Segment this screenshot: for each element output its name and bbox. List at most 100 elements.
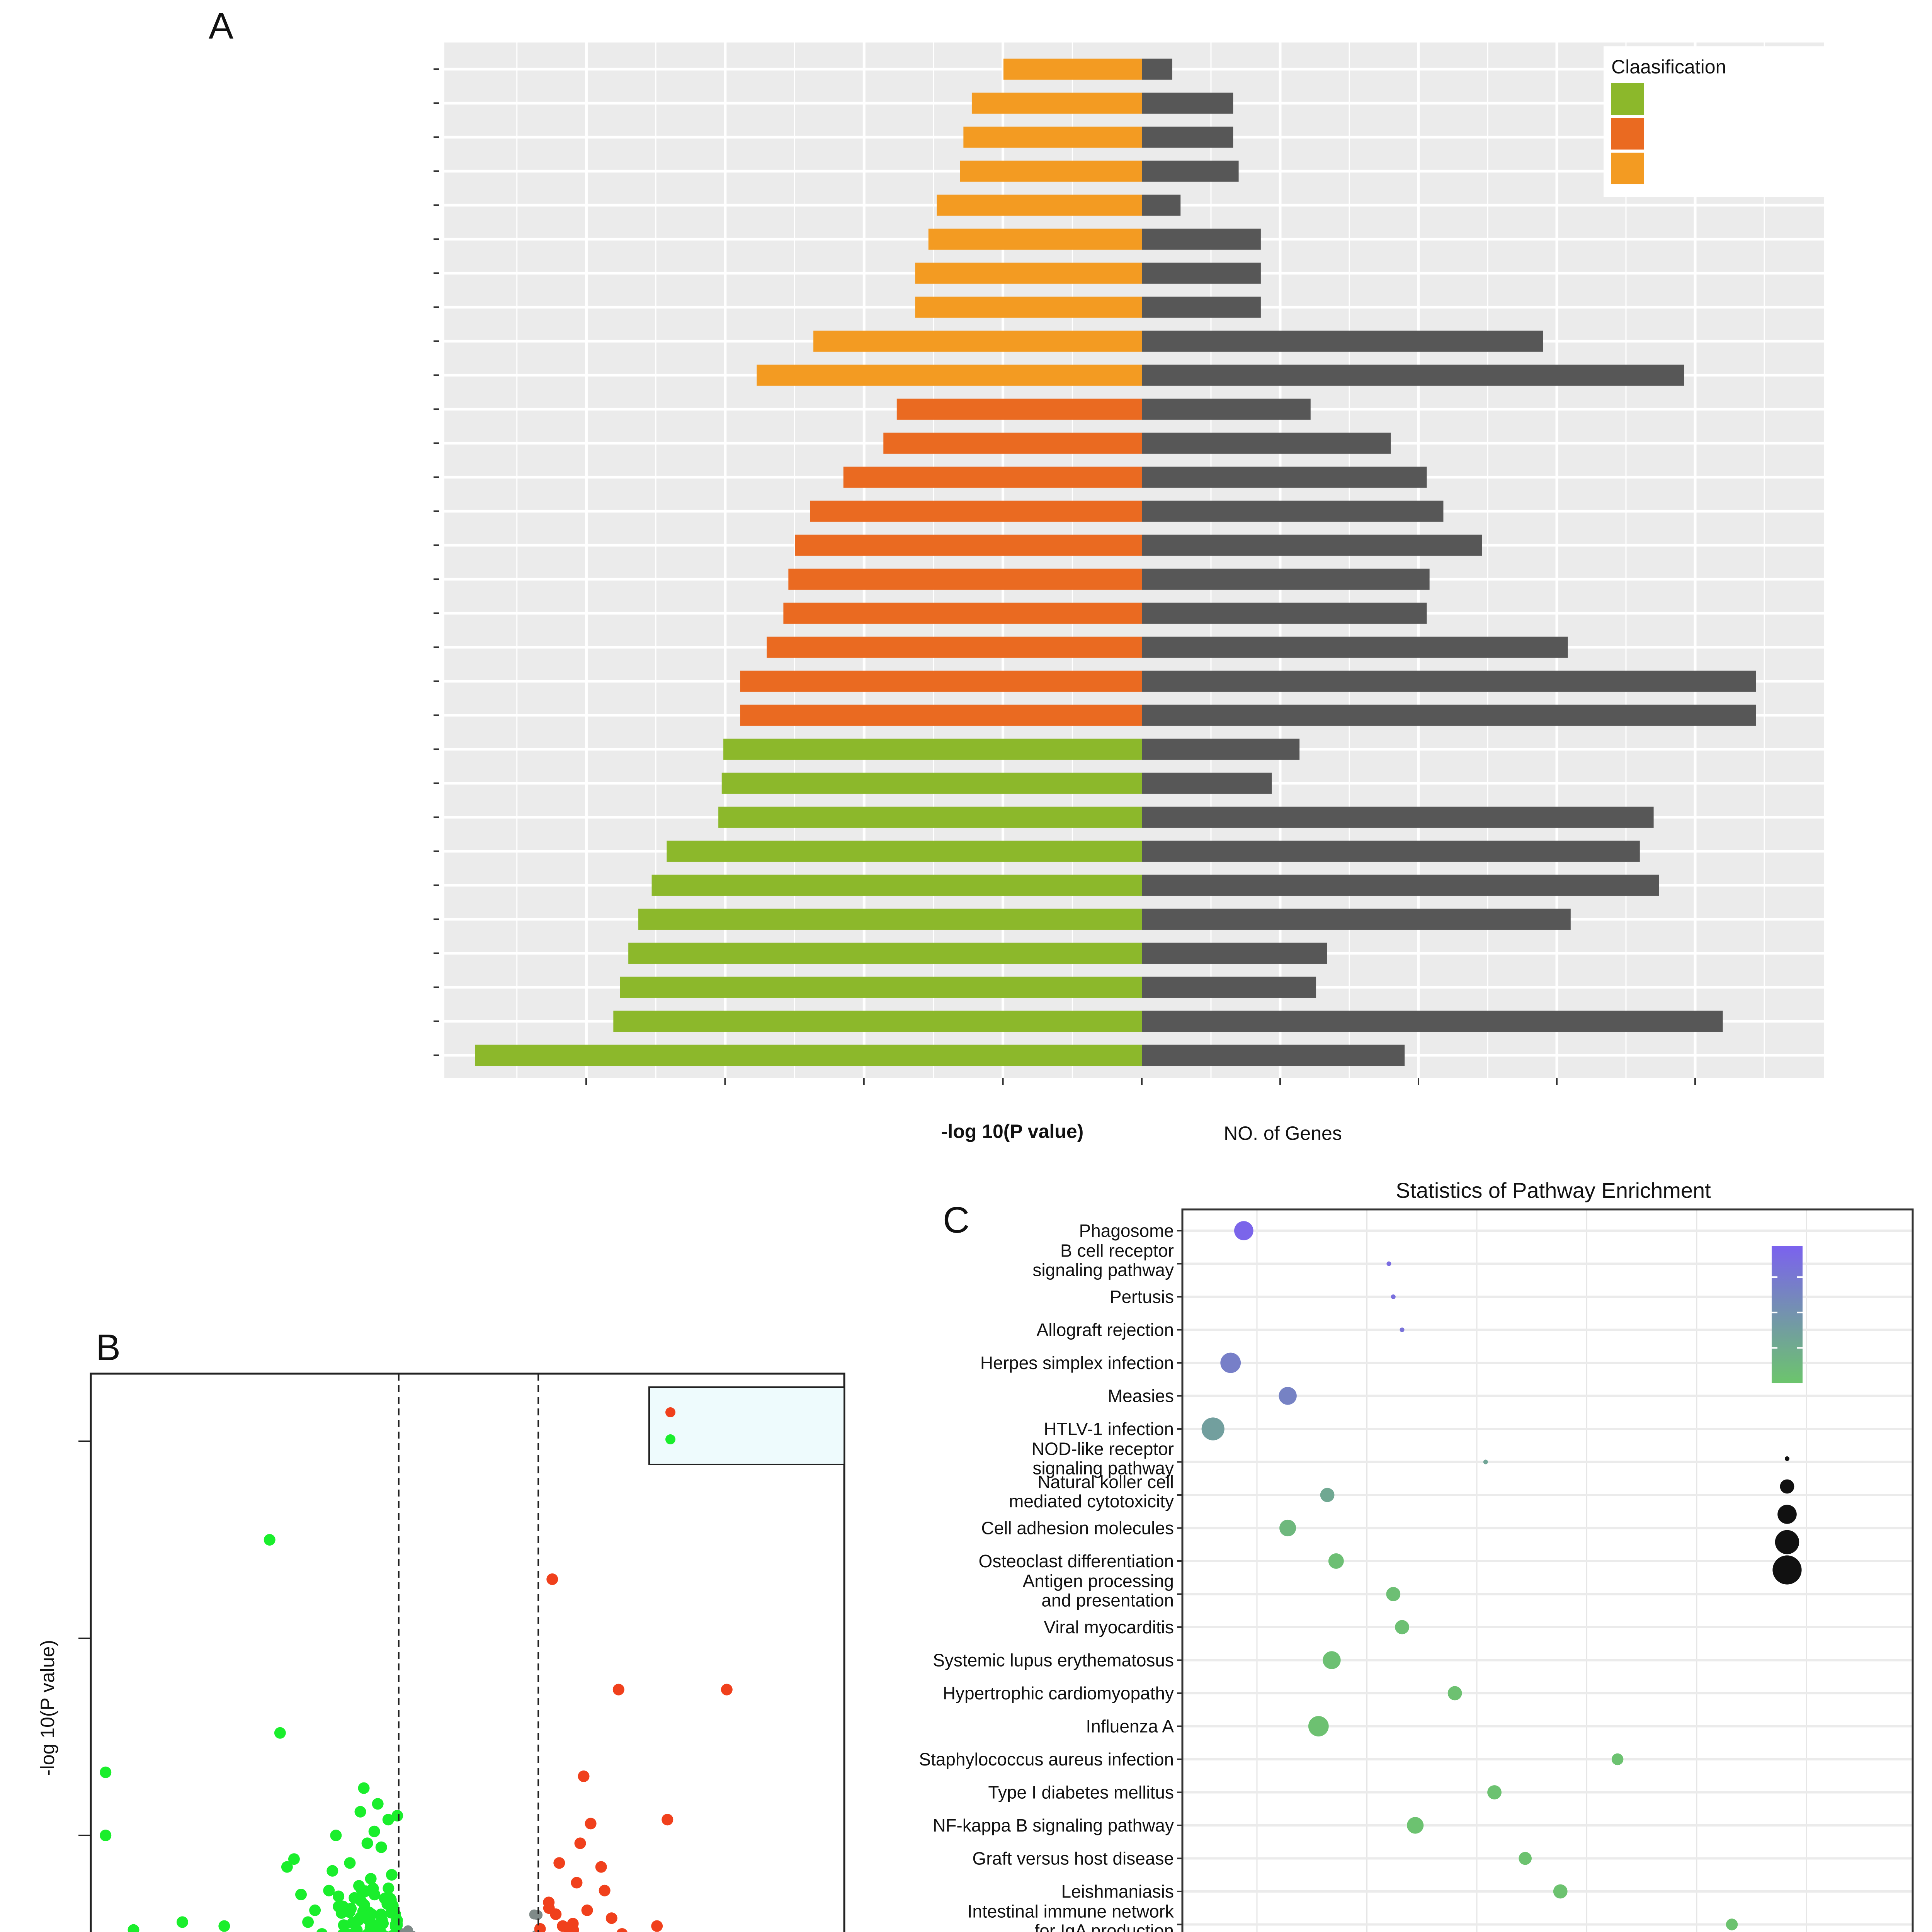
pvalue-bar [937, 194, 1142, 216]
pathway-label-line: for IgA production [1034, 1921, 1174, 1932]
down-regulated-gene-point [358, 1782, 370, 1794]
gene-count-bar [1142, 92, 1233, 114]
gene-count-bar [1142, 398, 1311, 420]
down-regulated-gene-point [375, 1841, 387, 1853]
pathway-label-line: Systemic lupus erythematosus [933, 1650, 1174, 1670]
up-regulated-gene-point [662, 1814, 673, 1826]
gene-count-bar [1142, 976, 1316, 998]
down-regulated-gene-point [342, 1928, 354, 1932]
legend-swatch [1611, 118, 1644, 150]
down-regulated-gene-point [128, 1924, 139, 1932]
down-regulated-gene-point [375, 1910, 387, 1922]
pathway-bubble [1328, 1553, 1344, 1569]
gene-count-bar [1142, 874, 1659, 896]
gene-count-bar [1142, 1044, 1405, 1066]
panel-b-volcano-plot: log2(Fold change) -log 10(P value) [37, 1372, 845, 1932]
pathway-bubble [1611, 1753, 1624, 1765]
pvalue-bar [667, 840, 1142, 862]
pvalue-bar [475, 1044, 1142, 1066]
down-regulated-gene-point [365, 1873, 377, 1885]
pathway-label: Herpes simplex infection [980, 1353, 1174, 1373]
pathway-bubble [1407, 1817, 1424, 1834]
panel-a-right-axis-label: NO. of Genes [1224, 1122, 1342, 1144]
pvalue-bar [613, 1010, 1142, 1032]
pathway-bubble [1320, 1488, 1335, 1502]
pvalue-bar [721, 772, 1142, 794]
down-regulated-gene-point [264, 1534, 276, 1546]
up-regulated-gene-point [616, 1928, 628, 1932]
pathway-label: Type I diabetes mellitus [988, 1782, 1174, 1803]
down-regulated-gene-point [327, 1865, 338, 1877]
pvalue-bar [651, 874, 1142, 896]
down-regulated-gene-point [316, 1928, 328, 1932]
down-regulated-gene-point [359, 1899, 371, 1911]
up-regulated-gene-point [574, 1837, 586, 1849]
pvalue-bar [896, 398, 1142, 420]
down-regulated-gene-point [288, 1853, 300, 1865]
gene-count-bar [1142, 194, 1181, 216]
legend-background [648, 1386, 845, 1465]
nonsignificant-point [532, 1910, 543, 1920]
down-regulated-gene-point [100, 1766, 112, 1778]
down-regulated-gene-point [360, 1885, 372, 1897]
pathway-label: NF-kappa B signaling pathway [933, 1815, 1174, 1835]
pvalue-bar [915, 296, 1142, 318]
pvalue-bar [718, 806, 1142, 828]
pathway-label-line: Graft versus host disease [972, 1849, 1174, 1869]
size-legend-marker [1777, 1505, 1797, 1524]
down-regulated-gene-point [372, 1798, 384, 1810]
up-regulated-gene-point [595, 1861, 607, 1873]
pathway-label: Graft versus host disease [972, 1849, 1174, 1869]
pathway-label: Leishmaniasis [1061, 1881, 1174, 1901]
pathway-label-line: B cell receptor [1060, 1241, 1174, 1261]
pathway-bubble [1279, 1519, 1296, 1537]
pathway-bubble [1400, 1327, 1405, 1332]
down-regulated-gene-point [100, 1830, 112, 1841]
gene-count-bar [1142, 1010, 1723, 1032]
pvalue-bar [620, 976, 1142, 998]
down-regulated-gene-point [384, 1893, 396, 1905]
pathway-bubble [1553, 1884, 1568, 1899]
pathway-label-line: Cell adhesion molecules [981, 1518, 1174, 1538]
down-regulated-gene-point [382, 1814, 394, 1826]
pathway-bubble [1201, 1417, 1225, 1440]
up-regulated-gene-point [651, 1920, 663, 1932]
up-regulated-gene-point [585, 1818, 597, 1830]
gene-count-bar [1142, 568, 1430, 590]
down-regulated-gene-point [295, 1889, 307, 1900]
panel-a-legend: Claasification [1604, 46, 1824, 197]
size-legend-marker [1780, 1479, 1794, 1494]
pathway-label: Systemic lupus erythematosus [933, 1650, 1174, 1670]
up-regulated-gene-point [599, 1884, 611, 1896]
pathway-bubble [1386, 1587, 1401, 1601]
pathway-label-line: Herpes simplex infection [980, 1353, 1174, 1373]
pathway-label: Intestinal immune network for IgA product… [968, 1901, 1174, 1932]
pathway-label: Viral myocarditis [1044, 1617, 1174, 1637]
pathway-label-line: Influenza A [1086, 1716, 1174, 1736]
down-regulated-gene-point [218, 1920, 230, 1932]
up-regulated-gene-point [581, 1904, 593, 1916]
down-regulated-gene-point [388, 1930, 397, 1932]
pvalue-bar [843, 466, 1142, 488]
gene-count-bar [1142, 704, 1756, 726]
panel-b-legend [648, 1386, 845, 1465]
pathway-label-line: NOD-like receptor [1032, 1439, 1174, 1459]
down-regulated-gene-point [281, 1861, 293, 1873]
pvalue-bar [723, 738, 1142, 760]
pvalue-bar [963, 126, 1142, 148]
down-regulated-gene-point [323, 1884, 335, 1896]
pathway-bubble [1279, 1387, 1297, 1405]
pvalue-bar [928, 228, 1142, 250]
down-regulated-gene-point [386, 1869, 398, 1881]
panel-c-bubbles [1201, 1221, 1738, 1930]
gene-count-bar [1142, 772, 1272, 794]
down-regulated-gene-point [366, 1908, 378, 1920]
pathway-label: Influenza A [1086, 1716, 1174, 1736]
down-regulated-gene-point [302, 1916, 314, 1928]
pathway-bubble [1395, 1620, 1409, 1634]
pathway-bubble [1323, 1651, 1341, 1669]
gene-count-bar [1142, 942, 1327, 964]
pathway-label: B cell receptor signaling pathway [1032, 1241, 1174, 1280]
pvalue-bar [915, 262, 1142, 284]
pathway-label-line: Pertusis [1110, 1287, 1174, 1307]
